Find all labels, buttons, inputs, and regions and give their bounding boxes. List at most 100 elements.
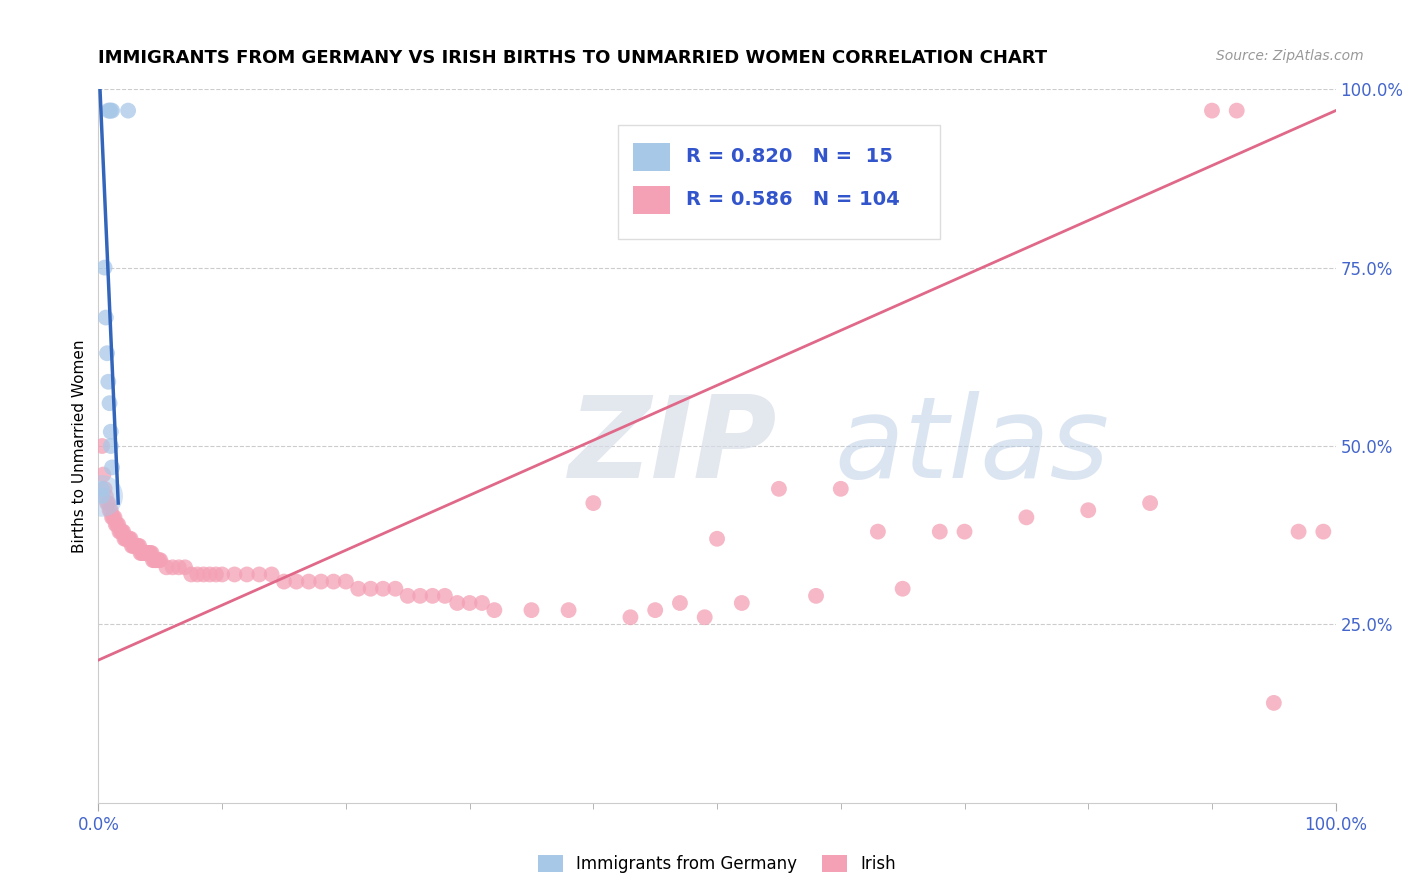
Point [128, 539, 150, 553]
Point [285, 574, 308, 589]
Point [520, 603, 543, 617]
Text: Source: ZipAtlas.com: Source: ZipAtlas.com [1216, 49, 1364, 63]
Point [91, 482, 114, 496]
Point [1077, 503, 1099, 517]
Point [247, 567, 270, 582]
Point [174, 560, 197, 574]
Point [138, 546, 160, 560]
Point [108, 524, 131, 539]
Point [132, 546, 155, 560]
Point [118, 532, 141, 546]
Point [211, 567, 233, 582]
Point [125, 539, 148, 553]
Point [127, 539, 149, 553]
Point [94, 489, 117, 503]
Point [180, 567, 202, 582]
Point [91, 439, 114, 453]
Point [136, 546, 159, 560]
Point [97, 103, 120, 118]
Point [693, 610, 716, 624]
Y-axis label: Births to Unmarried Women: Births to Unmarried Women [72, 339, 87, 553]
Point [101, 460, 124, 475]
Bar [633, 186, 671, 214]
Point [409, 589, 432, 603]
Point [1263, 696, 1285, 710]
Point [557, 603, 579, 617]
Point [117, 103, 139, 118]
Point [107, 517, 129, 532]
Point [446, 596, 468, 610]
Point [162, 560, 184, 574]
Point [1226, 103, 1249, 118]
Point [101, 103, 124, 118]
Point [384, 582, 406, 596]
Point [131, 546, 153, 560]
Point [97, 496, 120, 510]
Point [121, 539, 143, 553]
Point [134, 546, 156, 560]
Point [117, 532, 139, 546]
Point [582, 496, 605, 510]
FancyBboxPatch shape [619, 125, 939, 239]
Point [134, 546, 156, 560]
Point [149, 553, 172, 567]
Point [1312, 524, 1334, 539]
Point [101, 510, 124, 524]
Point [484, 603, 506, 617]
Point [96, 346, 118, 360]
Point [830, 482, 852, 496]
Point [471, 596, 494, 610]
Point [100, 425, 122, 439]
Point [135, 546, 157, 560]
Point [100, 503, 122, 517]
Point [155, 560, 177, 574]
Point [142, 553, 165, 567]
Point [619, 610, 641, 624]
Point [98, 503, 121, 517]
Point [124, 539, 146, 553]
Point [731, 596, 754, 610]
Point [129, 546, 152, 560]
Point [91, 489, 114, 503]
Point [143, 553, 166, 567]
Text: R = 0.820   N =  15: R = 0.820 N = 15 [686, 147, 893, 167]
Point [224, 567, 246, 582]
Legend: Immigrants from Germany, Irish: Immigrants from Germany, Irish [531, 848, 903, 880]
Point [458, 596, 481, 610]
Point [100, 439, 122, 453]
Point [103, 510, 125, 524]
Text: atlas: atlas [835, 391, 1109, 501]
Point [198, 567, 221, 582]
Point [145, 553, 167, 567]
Point [146, 553, 169, 567]
Bar [633, 143, 671, 171]
Point [804, 589, 827, 603]
Point [120, 532, 142, 546]
Point [114, 532, 136, 546]
Point [193, 567, 215, 582]
Point [309, 574, 332, 589]
Point [866, 524, 889, 539]
Point [360, 582, 382, 596]
Point [148, 553, 170, 567]
Point [103, 510, 125, 524]
Point [433, 589, 456, 603]
Point [112, 532, 135, 546]
Point [112, 524, 135, 539]
Point [236, 567, 259, 582]
Point [1015, 510, 1038, 524]
Point [322, 574, 344, 589]
Point [100, 103, 122, 118]
Point [167, 560, 190, 574]
Point [94, 310, 117, 325]
Point [93, 260, 115, 275]
Point [396, 589, 419, 603]
Point [105, 517, 128, 532]
Point [347, 582, 370, 596]
Point [1201, 103, 1223, 118]
Point [93, 467, 115, 482]
Point [205, 567, 228, 582]
Point [335, 574, 357, 589]
Point [122, 539, 145, 553]
Point [98, 103, 121, 118]
